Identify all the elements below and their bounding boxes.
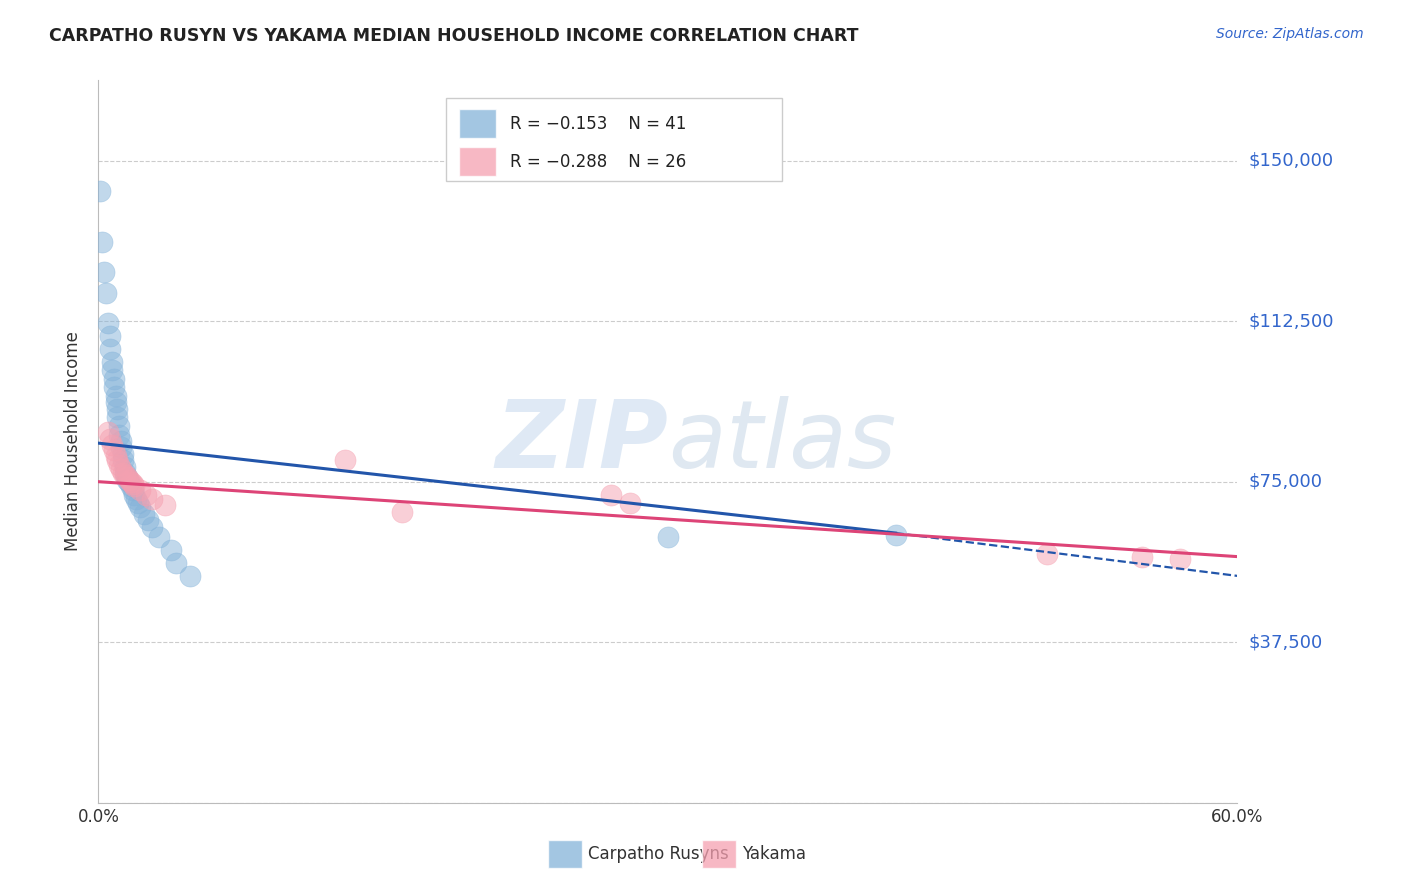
Point (121, 476, 143, 491)
Point (115, 470, 138, 484)
Point (391, 505, 413, 519)
Point (110, 434, 132, 448)
FancyBboxPatch shape (548, 840, 582, 868)
Text: $112,500: $112,500 (1249, 312, 1334, 330)
Point (112, 453, 135, 467)
Point (120, 479, 142, 493)
Point (148, 530, 170, 544)
Point (179, 569, 201, 583)
Text: atlas: atlas (668, 396, 896, 487)
Point (103, 380, 125, 394)
Point (884, 528, 907, 542)
Point (110, 462, 132, 476)
Point (104, 395, 127, 409)
Point (120, 475, 142, 489)
Point (129, 483, 152, 498)
FancyBboxPatch shape (460, 147, 496, 177)
Point (103, 372, 125, 386)
Text: $150,000: $150,000 (1249, 152, 1333, 169)
Point (112, 466, 135, 480)
Point (100, 355, 122, 369)
Point (125, 491, 148, 506)
Point (124, 487, 146, 501)
Point (103, 442, 125, 457)
Point (110, 441, 132, 455)
Point (600, 487, 623, 501)
Point (159, 543, 181, 558)
Point (165, 556, 187, 570)
Point (1036, 548, 1059, 562)
Point (98, 342, 121, 356)
Point (1170, 551, 1192, 566)
Point (124, 479, 146, 493)
Point (91, 235, 114, 249)
Point (112, 447, 135, 461)
Text: ZIP: ZIP (495, 395, 668, 488)
Text: $37,500: $37,500 (1249, 633, 1323, 651)
Y-axis label: Median Household Income: Median Household Income (65, 332, 83, 551)
Text: R = −0.288    N = 26: R = −0.288 N = 26 (509, 153, 686, 171)
Point (98, 329, 121, 343)
Point (127, 496, 149, 510)
Point (129, 500, 152, 515)
FancyBboxPatch shape (702, 840, 737, 868)
Text: Source: ZipAtlas.com: Source: ZipAtlas.com (1216, 27, 1364, 41)
FancyBboxPatch shape (460, 109, 496, 138)
Point (94, 286, 117, 301)
Point (97, 425, 120, 440)
Point (657, 530, 679, 544)
Point (100, 438, 122, 452)
Point (108, 419, 131, 434)
Point (98, 432, 121, 446)
Text: CARPATHO RUSYN VS YAKAMA MEDIAN HOUSEHOLD INCOME CORRELATION CHART: CARPATHO RUSYN VS YAKAMA MEDIAN HOUSEHOL… (49, 27, 859, 45)
Text: Yakama: Yakama (742, 845, 806, 863)
Point (93, 265, 115, 279)
Point (107, 453, 129, 467)
Point (107, 410, 129, 425)
Point (108, 458, 131, 472)
Text: $75,000: $75,000 (1249, 473, 1323, 491)
Text: Carpatho Rusyns: Carpatho Rusyns (588, 845, 728, 863)
Point (619, 496, 641, 510)
Point (132, 507, 155, 521)
Point (121, 483, 143, 498)
Point (89, 184, 111, 198)
Point (118, 475, 141, 489)
Point (107, 401, 129, 416)
Point (114, 459, 136, 474)
Point (136, 513, 159, 527)
Point (114, 468, 136, 483)
Point (153, 498, 176, 512)
Point (97, 316, 120, 330)
Text: R = −0.153    N = 41: R = −0.153 N = 41 (509, 115, 686, 133)
Point (104, 389, 127, 403)
Point (104, 449, 127, 463)
Point (335, 453, 357, 467)
Point (141, 519, 163, 533)
Point (100, 363, 122, 377)
Point (108, 427, 131, 442)
Point (114, 466, 136, 480)
Point (1132, 549, 1154, 564)
Point (141, 491, 163, 506)
Point (135, 487, 157, 501)
Point (115, 470, 138, 484)
FancyBboxPatch shape (446, 98, 782, 181)
Point (115, 473, 138, 487)
Point (118, 473, 141, 487)
